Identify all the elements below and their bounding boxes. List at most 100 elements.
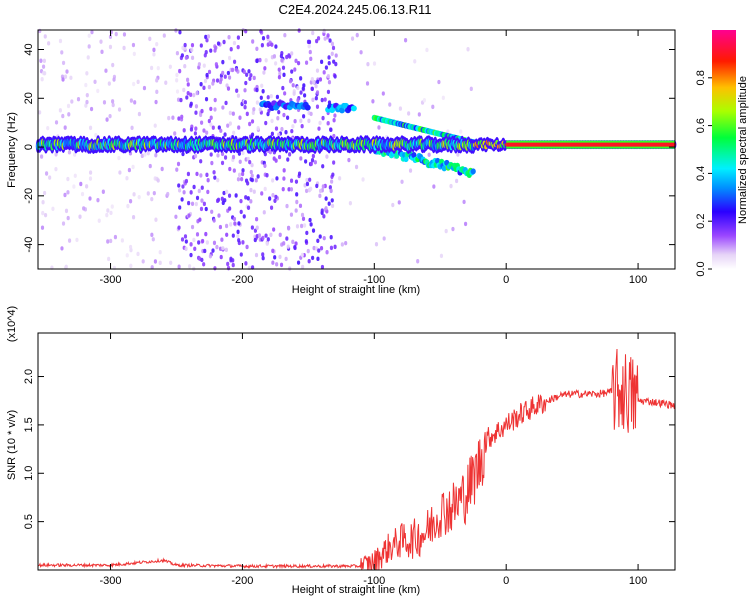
spectrogram-noise-dot (197, 62, 201, 67)
spectrogram-noise-dot (61, 60, 66, 66)
spectrogram-noise-dot (289, 178, 294, 183)
spectrogram-noise-dot (244, 80, 248, 86)
spectrogram-noise-dot (309, 161, 313, 167)
spectrogram-noise-dot (231, 233, 235, 238)
spectrogram-feature-blob (470, 168, 476, 175)
spectrogram-noise-dot (305, 230, 309, 236)
spectrogram-noise-dot (250, 173, 254, 179)
spectrogram-noise-dot (61, 221, 66, 226)
spectrogram-noise-dot (289, 187, 294, 192)
spectrogram-noise-dot (43, 190, 47, 196)
spectrogram-noise-dot (273, 255, 277, 260)
spectrogram-noise-dot (318, 188, 323, 194)
spectrogram-noise-dot (273, 198, 277, 203)
spectrogram-noise-dot (199, 159, 203, 164)
spectrogram-noise-dot (152, 52, 156, 57)
spectrogram-noise-dot (216, 197, 221, 202)
spectrogram-noise-dot (88, 196, 92, 201)
spectrogram-noise-dot (176, 97, 181, 102)
spectrogram-noise-dot (178, 205, 182, 210)
spectrogram-noise-dot (444, 228, 448, 234)
spectrogram-noise-dot (180, 197, 184, 202)
spectrogram-noise-dot (211, 81, 215, 86)
spectrogram-noise-dot (228, 110, 232, 116)
spectrogram-noise-dot (282, 72, 286, 78)
spectrogram-noise-dot (242, 214, 246, 219)
spectrogram-noise-dot (238, 115, 242, 120)
spectrogram-noise-dot (288, 54, 292, 59)
spectrogram-noise-dot (365, 81, 370, 86)
spectrogram-noise-dot (252, 75, 256, 81)
spectrogram-noise-dot (227, 193, 232, 198)
spectrogram-noise-dot (240, 176, 244, 182)
spectrogram-x-axis: -300 -200 -100 0 100 (100, 30, 647, 286)
spectrogram-noise-dot (178, 30, 182, 35)
spectrogram-noise-dot (156, 178, 160, 183)
spectrogram-noise-dot (178, 68, 182, 74)
spectrogram-noise-dot (175, 167, 179, 172)
spectrogram-noise-dot (255, 100, 259, 105)
spectrogram-noise-dot (202, 85, 206, 91)
spectrogram-noise-dot (113, 234, 118, 240)
spectrogram-noise-dot (114, 31, 118, 37)
spectrogram-noise-dot (187, 213, 191, 218)
spectrogram-noise-dot (226, 86, 231, 91)
spectrogram-noise-dot (282, 168, 286, 173)
spectrogram-noise-dot (247, 69, 251, 74)
spectrogram-noise-dot (466, 47, 470, 52)
spectrogram-noise-dot (315, 38, 319, 44)
x-tick-label: 0 (503, 575, 509, 587)
spectrogram-noise-dot (220, 160, 225, 166)
spectrogram-noise-dot (248, 76, 252, 81)
spectrogram-noise-dot (208, 254, 213, 259)
spectrogram-noise-dot (155, 78, 159, 83)
spectrogram-noise-dot (200, 185, 204, 190)
spectrogram-noise-dot (253, 237, 257, 243)
spectrogram-noise-dot (374, 242, 379, 247)
spectrogram-noise-dot (195, 171, 199, 177)
spectrogram-noise-dot (93, 79, 97, 85)
spectrogram-noise-dot (275, 176, 279, 181)
spectrogram-noise-dot (199, 206, 204, 212)
spectrogram-noise-dot (151, 237, 155, 242)
spectrogram-noise-dot (54, 166, 58, 172)
spectrogram-noise-dot (306, 248, 310, 254)
spectrogram-noise-dot (97, 218, 101, 223)
spectrogram-noise-dot (311, 30, 315, 36)
spectrogram-noise-dot (301, 86, 305, 91)
spectrogram-noise-dot (441, 95, 445, 101)
snr-x-axis-label: Height of straight line (km) (292, 584, 420, 596)
spectrogram-noise-dot (108, 44, 113, 50)
spectrogram-noise-dot (213, 175, 217, 180)
spectrogram-noise-dot (78, 214, 82, 219)
spectrogram-noise-dot (72, 184, 76, 189)
spectrogram-noise-dot (285, 236, 289, 241)
spectrogram-noise-dot (69, 75, 73, 80)
spectrogram-noise-dot (183, 64, 187, 69)
spectrogram-noise-dot (425, 47, 429, 53)
spectrogram-noise-dot (167, 115, 171, 121)
spectrogram-noise-dot (189, 92, 193, 97)
spectrogram-noise-dot (111, 102, 115, 108)
spectrogram-noise-dot (304, 188, 309, 194)
spectrogram-noise-dot (112, 77, 116, 82)
spectrogram-noise-dot (251, 110, 255, 115)
spectrogram-noise-dot (321, 115, 325, 121)
spectrogram-noise-dot (205, 130, 209, 135)
spectrogram-feature-blob (350, 105, 357, 112)
spectrogram-noise-dot (311, 97, 315, 103)
spectrogram-noise-dot (212, 240, 217, 246)
spectrogram-noise-dot (296, 85, 300, 91)
spectrogram-noise-dot (177, 183, 181, 188)
spectrogram-noise-dot (222, 190, 226, 196)
spectrogram-noise-dot (51, 206, 55, 212)
spectrogram-noise-dot (122, 32, 127, 37)
spectrogram-noise-dot (271, 193, 275, 198)
spectrogram-noise-dot (175, 51, 180, 56)
spectrogram-noise-dot (327, 80, 332, 85)
spectrogram-noise-dot (303, 183, 307, 188)
spectrogram-noise-dot (158, 249, 162, 255)
spectrogram-noise-dot (276, 116, 280, 121)
spectrogram-noise-dot (427, 152, 431, 157)
spectrogram-noise-dot (143, 152, 147, 157)
